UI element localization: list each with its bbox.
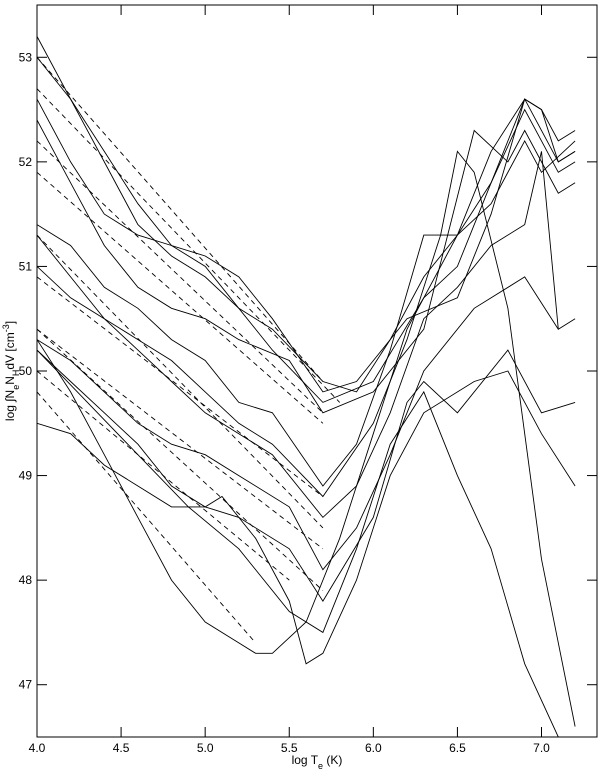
dashed-line xyxy=(37,171,324,424)
data-line xyxy=(37,119,576,414)
y-tick-label: 48 xyxy=(19,573,33,587)
plot-frame xyxy=(36,4,598,738)
y-tick-label: 51 xyxy=(19,259,33,273)
data-line xyxy=(37,151,559,519)
axis-label-part: dV [cm xyxy=(3,332,17,369)
x-tick-label: 6.5 xyxy=(449,741,466,755)
axis-label-part: ] xyxy=(3,321,17,324)
x-tick-label: 5.0 xyxy=(197,741,214,755)
y-tick-label: 50 xyxy=(19,364,33,378)
data-line xyxy=(37,98,576,403)
x-axis-label: log Te (K) xyxy=(292,753,343,771)
dashed-line xyxy=(37,328,324,591)
axis-label-part: e xyxy=(11,385,21,390)
x-tick-label: 7.0 xyxy=(533,741,550,755)
axis-label-part: (K) xyxy=(323,753,342,767)
y-tick-label: 53 xyxy=(19,50,33,64)
dashed-line xyxy=(37,391,256,644)
axis-label-part: log T xyxy=(292,753,319,767)
data-line xyxy=(37,57,576,393)
dashed-line xyxy=(37,328,324,550)
y-tick-label: 52 xyxy=(19,155,33,169)
dashed-line xyxy=(37,88,341,403)
data-line xyxy=(37,349,559,737)
axis-label-part: log ∫N xyxy=(3,390,17,421)
dashed-line xyxy=(37,140,324,414)
axis-label-part: N xyxy=(3,376,17,385)
x-tick-label: 5.5 xyxy=(281,741,298,755)
dashed-line xyxy=(37,57,324,382)
data-line xyxy=(37,139,576,487)
data-line xyxy=(37,150,576,727)
x-tick-label: 6.0 xyxy=(365,741,382,755)
dashed-line xyxy=(37,234,324,529)
y-tick-label: 47 xyxy=(19,678,33,692)
axis-label-part: -3 xyxy=(1,324,11,332)
data-line xyxy=(37,98,576,654)
data-line xyxy=(37,276,576,571)
y-tick-label: 49 xyxy=(19,469,33,483)
x-tick-label: 4.5 xyxy=(113,741,130,755)
data-line xyxy=(37,349,576,602)
dashed-line xyxy=(37,370,290,581)
axis-label-part: H xyxy=(11,370,21,377)
x-tick-label: 4.0 xyxy=(29,741,46,755)
data-line xyxy=(37,370,576,665)
axis-label-part: e xyxy=(318,761,323,771)
dashed-line xyxy=(37,276,324,497)
y-axis-label: log ∫NeNHdV [cm-3] xyxy=(1,321,21,421)
